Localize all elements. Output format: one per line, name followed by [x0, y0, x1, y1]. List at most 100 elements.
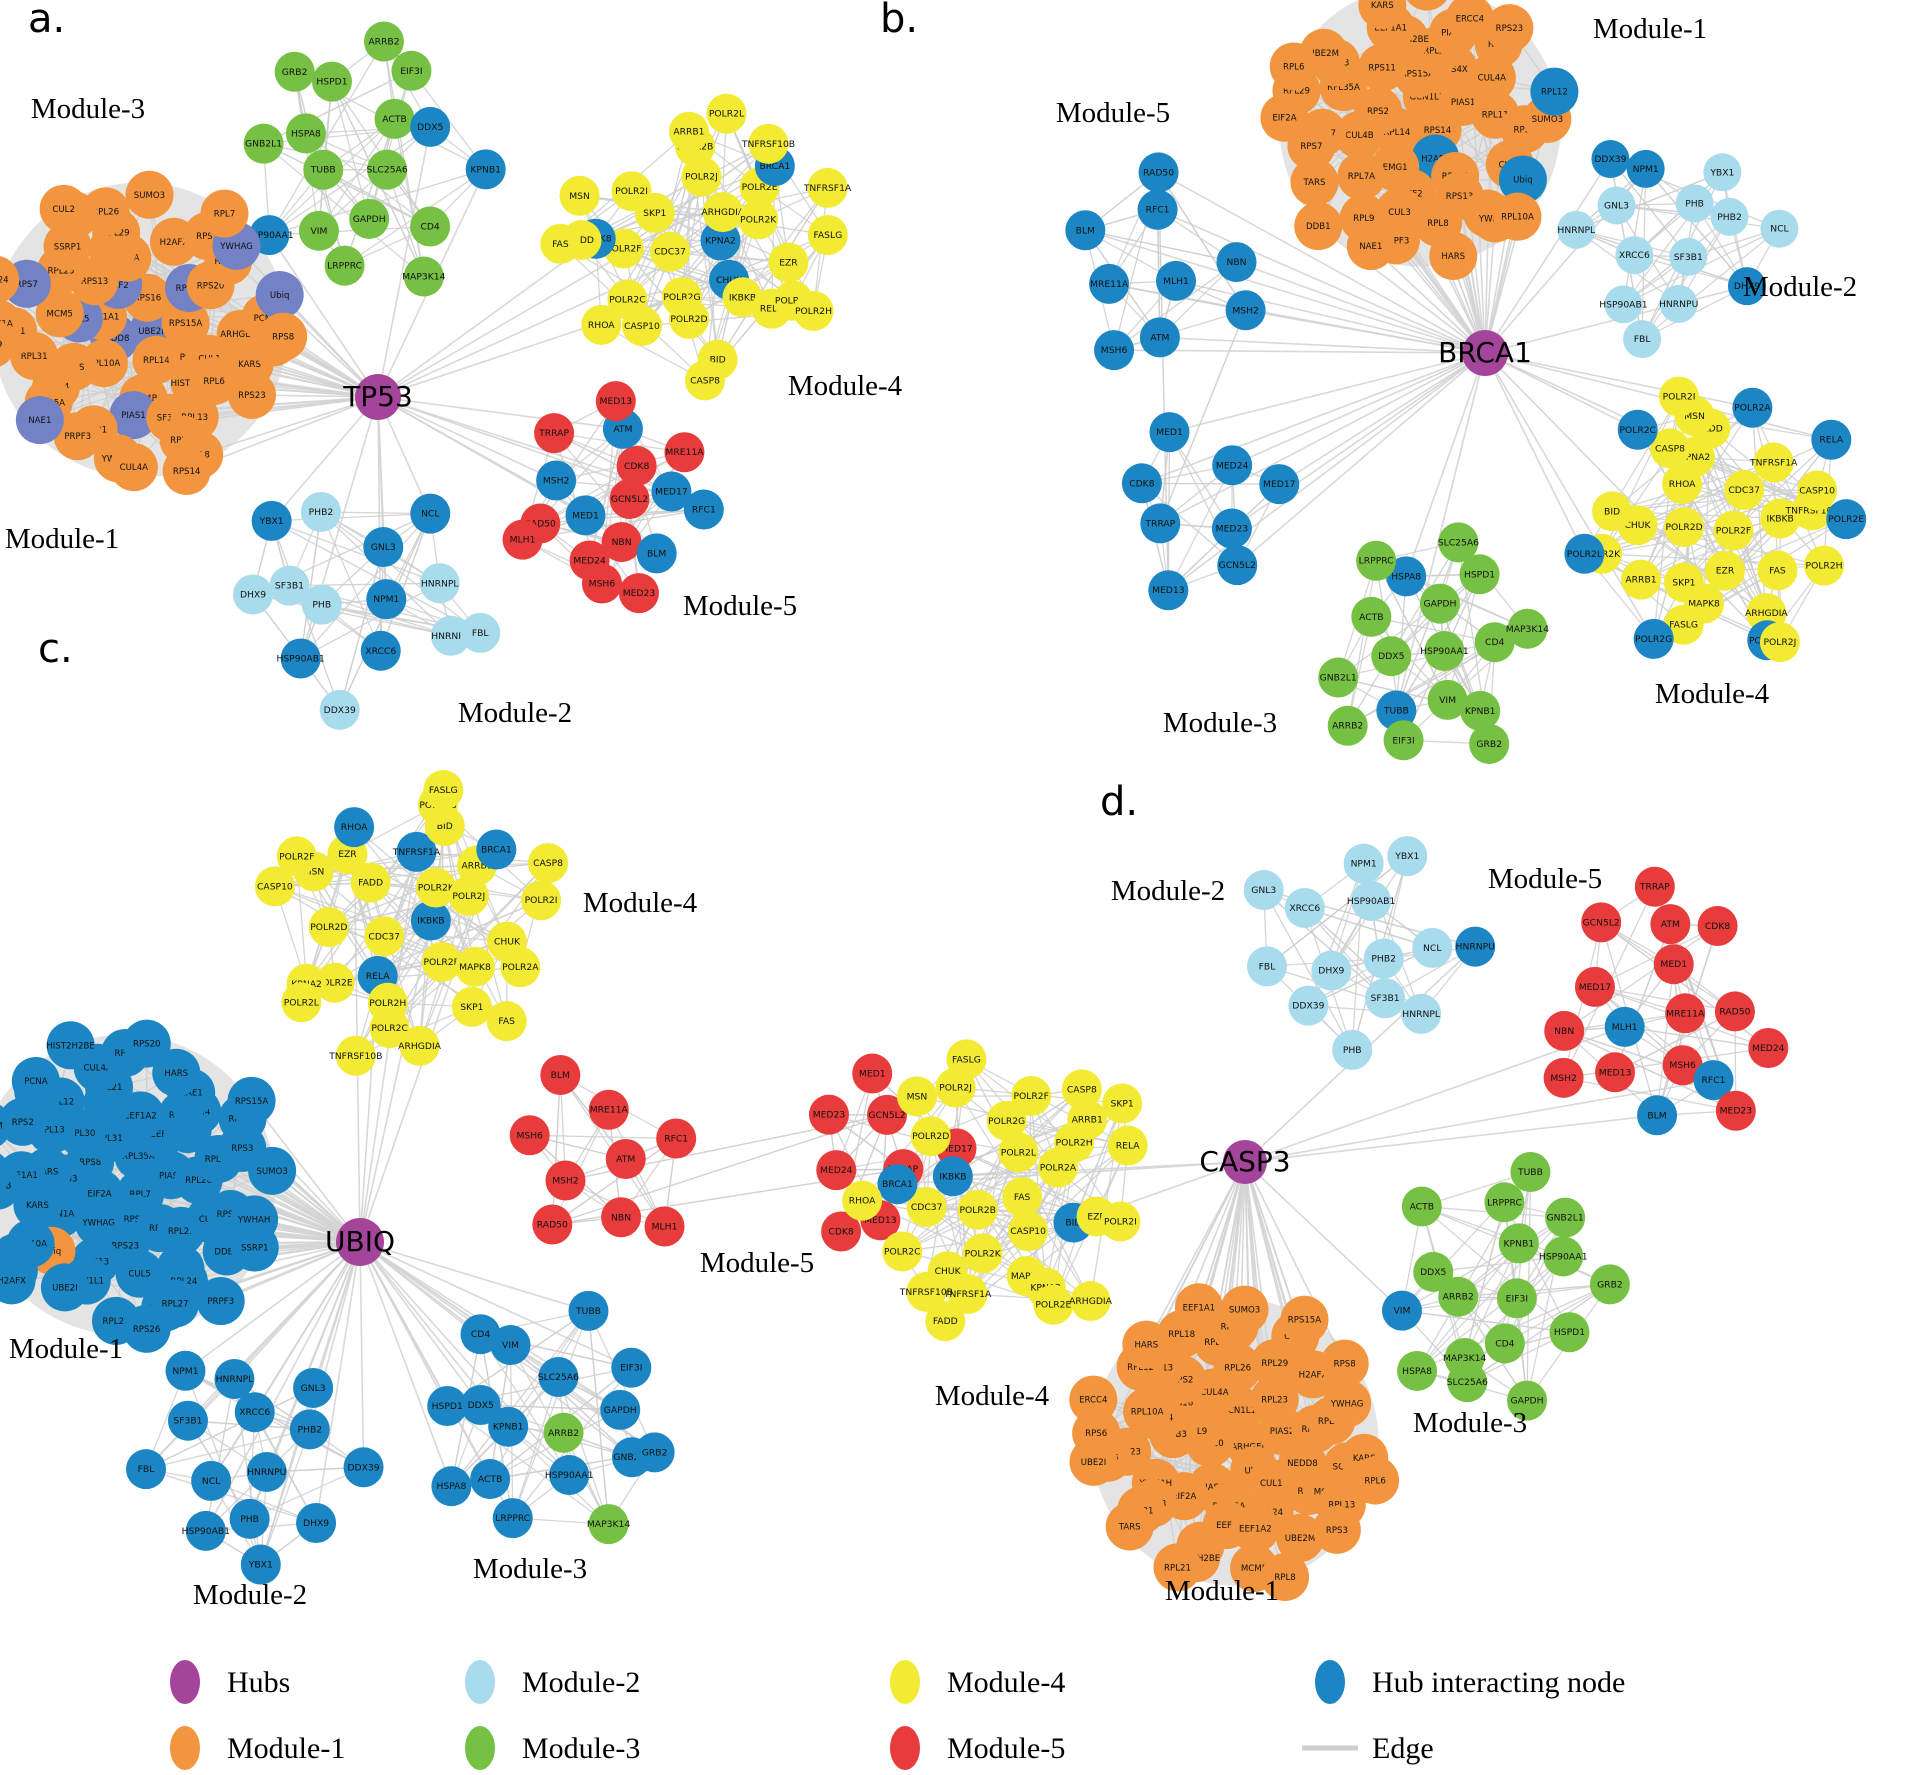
node-label: Ubiq [270, 291, 290, 301]
node-circle [540, 223, 581, 264]
node-label: CUL4A [1200, 1388, 1229, 1398]
node-label: MED23 [1720, 1106, 1753, 1117]
node-label: POLR2F [606, 243, 641, 254]
node-circle [595, 381, 636, 422]
node-circle [1804, 545, 1845, 586]
node: DDB1 [1294, 202, 1343, 251]
node-label: CDK8 [1705, 921, 1731, 932]
node: TRRAP [1140, 503, 1181, 544]
node-label: SSRP1 [241, 1244, 269, 1254]
node: SLC25A6 [538, 1356, 579, 1397]
node-label: MSH6 [589, 579, 616, 590]
node-label: POLR2B [960, 1205, 996, 1216]
legend-item: Edge [1302, 1732, 1434, 1765]
node: FASLG [423, 770, 464, 811]
edge [1446, 574, 1481, 701]
legend-label: Edge [1372, 1732, 1434, 1765]
node-label: GCN5L2 [1219, 560, 1256, 571]
node-label: ARRB1 [1072, 1115, 1103, 1126]
node-label: MED24 [573, 555, 606, 566]
node: DDX39 [1288, 985, 1329, 1026]
node-label: HSPA8 [1402, 1366, 1432, 1377]
node-label: CD4 [1495, 1338, 1514, 1349]
node-label: LRPPRC [327, 261, 362, 272]
node-label: MSN [907, 1091, 928, 1102]
node: FBL [1623, 320, 1662, 359]
node-circle [568, 1290, 609, 1331]
node-label: DDX39 [1594, 154, 1626, 165]
node: PHB [1675, 184, 1714, 223]
node-label: MED13 [864, 1215, 897, 1226]
node-label: POLR2B [424, 957, 460, 968]
node-label: BRCA1 [759, 161, 790, 172]
node-label: RPL23 [1261, 1395, 1288, 1405]
hub-edge [1484, 352, 1832, 441]
node-circle [1615, 236, 1654, 275]
node-label: NCL [1770, 224, 1789, 235]
edge [1656, 964, 1675, 1116]
node-circle [391, 50, 432, 91]
edge [1583, 396, 1680, 555]
node: NPM1 [366, 579, 407, 620]
node-label: RPS4X [1440, 65, 1468, 75]
node-circle [962, 1233, 1003, 1274]
node-circle [274, 51, 315, 92]
node-label: ATM [613, 424, 632, 435]
node-circle [451, 986, 492, 1027]
node: CD4 [410, 206, 451, 247]
node-label: H2AFX [0, 1276, 26, 1286]
node: EIF3I [1383, 720, 1424, 761]
node-label: RPS23 [112, 1241, 140, 1251]
module-label: Module-3 [31, 93, 145, 125]
node-circle [167, 1400, 208, 1441]
node: RFC1 [1693, 1060, 1734, 1101]
node-circle [254, 866, 295, 907]
node-label: CHUK [935, 1266, 962, 1277]
node-label: TRRAP [538, 428, 569, 439]
node-label: POLR2I [615, 186, 648, 197]
node-label: RPS20 [133, 1040, 161, 1050]
node: RPL14 [132, 335, 181, 384]
node-circle [768, 242, 809, 283]
node-label: POLR2F [1716, 526, 1751, 537]
node: FASLG [1663, 604, 1704, 645]
node-label: HARS [164, 1069, 188, 1079]
edge [1576, 229, 1748, 287]
edge [1167, 464, 1233, 591]
node-label: GNL3 [1251, 885, 1276, 896]
node-label: POLR2D [670, 314, 707, 325]
node-circle [808, 1094, 849, 1135]
node-label: ARHGDIA [1069, 1296, 1112, 1307]
node: PHB2 [1710, 197, 1749, 236]
node-circle [1429, 232, 1478, 281]
node: SUMO3 [1220, 1285, 1269, 1334]
node: ACTB [1351, 596, 1392, 637]
node-label: H2AFX [1421, 155, 1450, 165]
node-label: ARHGDIA [398, 1041, 441, 1052]
module-label: Module-3 [1413, 1407, 1527, 1439]
node-label: KPNB1 [493, 1422, 524, 1433]
node-label: KPNB1 [1465, 706, 1496, 717]
node-label: KPNB1 [1504, 1238, 1535, 1249]
node: POLR2I [1659, 376, 1700, 417]
node-circle [1260, 93, 1309, 142]
node: POLR2E [1826, 499, 1867, 540]
node: HSPD1 [1459, 554, 1500, 595]
node-label: POLR2A [1040, 1162, 1077, 1173]
node: CUL2 [39, 184, 88, 233]
edge [1614, 1010, 1736, 1073]
node-label: CD4 [1485, 637, 1504, 648]
node-label: RPL12 [47, 1097, 74, 1107]
edge [1347, 560, 1377, 726]
node: HSPA8 [431, 1466, 472, 1507]
node-label: EEF1A1 [1183, 1303, 1216, 1313]
node: CD4 [1484, 1323, 1525, 1364]
node-circle [601, 522, 642, 563]
node-circle [852, 1053, 893, 1094]
node-label: POLR2G [988, 1116, 1025, 1127]
node-label: MED24 [1752, 1043, 1785, 1054]
node: SSRP1 [230, 1223, 279, 1272]
node-circle [1290, 158, 1339, 207]
node: EEF1A2 [1231, 1504, 1280, 1553]
node-circle [616, 445, 657, 486]
